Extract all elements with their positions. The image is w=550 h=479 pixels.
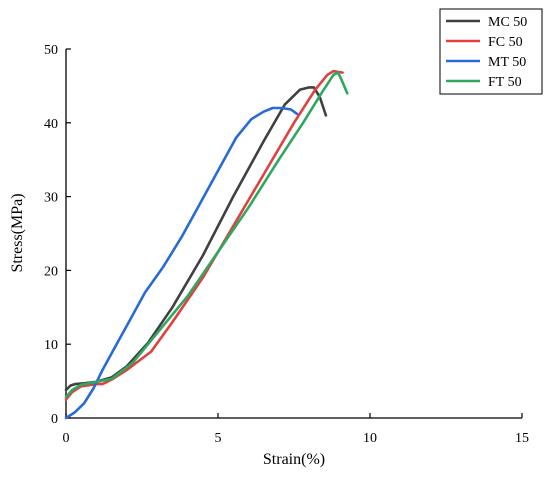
x-ticks: 0 5 10 15: [63, 413, 529, 446]
x-tick-label: 5: [215, 431, 222, 446]
legend-label-mc-50: MC 50: [488, 15, 527, 30]
y-tick-label: 40: [44, 117, 58, 132]
legend-items: MC 50 FC 50 MT 50 FT 50: [446, 15, 527, 90]
y-ticks: 0 10 20 30 40 50: [44, 43, 71, 427]
y-tick-label: 30: [44, 191, 58, 206]
x-tick-label: 10: [363, 431, 377, 446]
y-tick-label: 50: [44, 43, 58, 58]
series-lines: [64, 69, 349, 420]
y-tick-label: 20: [44, 264, 58, 279]
x-tick-label: 15: [515, 431, 529, 446]
x-tick-label: 0: [63, 431, 70, 446]
legend-label-ft-50: FT 50: [488, 75, 522, 90]
legend-label-fc-50: FC 50: [488, 35, 523, 50]
y-axis-label: Stress(MPa): [9, 193, 26, 272]
legend: MC 50 FC 50 MT 50 FT 50: [439, 8, 543, 95]
series-line-fc-50: [64, 69, 344, 401]
x-axis-label: Strain(%): [263, 451, 325, 468]
series-line-mt-50: [64, 106, 299, 420]
y-tick-label: 10: [44, 338, 58, 353]
y-tick-label: 0: [51, 412, 58, 427]
series-line-ft-50: [64, 71, 349, 399]
legend-label-mt-50: MT 50: [488, 55, 526, 70]
